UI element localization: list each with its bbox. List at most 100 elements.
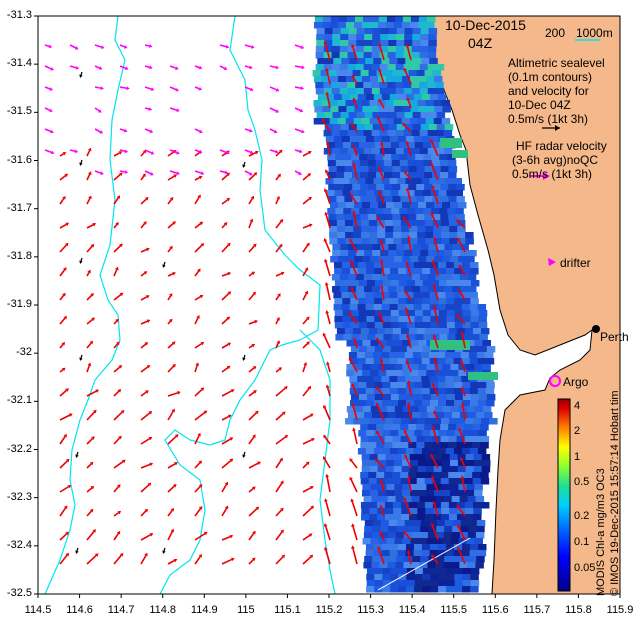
hf-radar-arrow bbox=[219, 149, 230, 155]
y-tick-label: -32.3 bbox=[6, 490, 32, 503]
hf-radar-arrow bbox=[244, 149, 254, 155]
altimetry-arrow bbox=[140, 533, 154, 541]
altimetry-arrow bbox=[302, 316, 310, 325]
altimetry-arrow bbox=[140, 552, 148, 565]
altimetry-arrow bbox=[86, 485, 95, 493]
altimetry-arrow bbox=[140, 508, 149, 517]
altimetry-arrow bbox=[221, 365, 231, 373]
drifter-arrow bbox=[79, 159, 83, 166]
altimetry-arrow bbox=[379, 259, 385, 277]
altimetry-arrow bbox=[275, 219, 284, 229]
altimetry-arrow bbox=[407, 380, 412, 397]
argo-marker bbox=[549, 375, 561, 387]
altimetry-arrow bbox=[275, 195, 280, 205]
altimetry-arrow bbox=[433, 357, 439, 373]
altimetry-arrow bbox=[113, 341, 120, 349]
colorbar-tick: 1 bbox=[574, 451, 581, 463]
altimetry-arrow bbox=[406, 549, 412, 565]
hf-radar-arrow bbox=[144, 170, 154, 176]
hf-radar-arrow bbox=[119, 128, 128, 133]
x-tick-label: 115.1 bbox=[274, 604, 301, 616]
altimetry-arrow bbox=[59, 505, 68, 517]
altimetry-arrow bbox=[113, 172, 123, 181]
hf-radar-arrow bbox=[169, 107, 180, 112]
hf-radar-arrow bbox=[144, 65, 153, 70]
altimetry-arrow bbox=[167, 507, 175, 517]
altimetry-arrow bbox=[275, 480, 284, 493]
hf-radar-arrow bbox=[294, 128, 305, 134]
altimetry-arrow bbox=[379, 141, 385, 157]
altimetry-arrow bbox=[379, 478, 385, 493]
altimetry-arrow bbox=[351, 74, 358, 85]
altimetry-arrow bbox=[348, 357, 358, 373]
altimetry-arrow bbox=[302, 385, 312, 397]
altimetry-arrow bbox=[430, 453, 439, 469]
hf-radar-arrow bbox=[94, 65, 103, 70]
colorbar-tick: 2 bbox=[574, 425, 581, 437]
altimetry-arrow bbox=[403, 530, 412, 541]
drifter-arrow bbox=[162, 547, 166, 554]
altimetry-arrow bbox=[323, 523, 331, 541]
altimetry-arrow bbox=[248, 172, 258, 181]
altimetry-arrow bbox=[167, 408, 175, 421]
altimetry-arrow bbox=[374, 458, 385, 469]
altimetry-arrow bbox=[324, 498, 331, 517]
hf-radar-arrow bbox=[219, 65, 228, 71]
date-label: 10-Dec-2015 bbox=[445, 17, 526, 33]
altimetry-arrow bbox=[86, 269, 91, 277]
altimetry-arrow bbox=[349, 260, 358, 277]
altimetry-arrow bbox=[406, 235, 412, 253]
altimetry-arrow bbox=[375, 337, 385, 349]
altimetry-arrow bbox=[113, 266, 119, 277]
altimetry-arrow bbox=[113, 292, 124, 301]
hf-radar-arrow bbox=[94, 86, 104, 90]
hf-radar-arrow bbox=[69, 149, 79, 154]
hf-radar-arrow bbox=[294, 149, 303, 154]
perth-label: Perth bbox=[600, 330, 629, 344]
altimetry-arrow bbox=[86, 340, 94, 349]
credit-label: © IMOS 19-Dec-2015 15:57:14 Hobart tim bbox=[609, 390, 621, 596]
altimetry-arrow bbox=[302, 413, 314, 421]
colorbar bbox=[557, 398, 571, 592]
hf-radar-arrow bbox=[294, 65, 305, 70]
altimetry-arrow bbox=[325, 91, 331, 109]
hf-radar-arrow bbox=[244, 86, 254, 92]
altimetry-arrow bbox=[221, 242, 231, 253]
altimetry-arrow bbox=[302, 290, 309, 301]
x-tick-label: 115 bbox=[237, 604, 255, 616]
x-tick-label: 115.2 bbox=[315, 604, 343, 616]
hf-radar-arrow bbox=[44, 65, 55, 71]
altimetry-arrow bbox=[377, 546, 385, 565]
altimetry-arrow bbox=[86, 436, 95, 445]
altimetry-arrow bbox=[375, 386, 385, 397]
altimetry-arrow bbox=[140, 221, 147, 229]
altimetry-arrow bbox=[221, 172, 231, 181]
altimetry-arrow bbox=[302, 485, 314, 493]
hf-radar-arrow bbox=[94, 128, 104, 134]
altimetry-arrow bbox=[321, 118, 331, 133]
altimetry-arrow bbox=[322, 332, 331, 349]
altimetry-arrow bbox=[59, 195, 66, 205]
chlorophyll-field bbox=[312, 16, 498, 593]
x-tick-label: 114.8 bbox=[149, 604, 177, 616]
altimetry-arrow bbox=[322, 456, 331, 469]
altimetry-arrow bbox=[140, 436, 153, 445]
altimetry-arrow bbox=[140, 271, 148, 277]
altimetry-arrow bbox=[378, 42, 385, 61]
altimetry-arrow bbox=[113, 243, 123, 253]
y-tick-label: -32.2 bbox=[6, 442, 32, 455]
altimetry-arrow bbox=[430, 138, 439, 157]
altimetry-arrow bbox=[458, 264, 466, 277]
contour-1000m bbox=[44, 16, 126, 594]
altimetry-arrow bbox=[352, 427, 358, 445]
altimetry-arrow bbox=[351, 545, 358, 565]
x-tick-label: 115.7 bbox=[523, 604, 551, 616]
altimetry-arrow bbox=[140, 173, 146, 181]
altimetry-arrow bbox=[275, 554, 286, 565]
x-tick-label: 114.7 bbox=[107, 604, 135, 616]
altimetry-arrow bbox=[167, 293, 173, 301]
drifter-arrow bbox=[242, 354, 246, 361]
altimetry-arrow bbox=[59, 552, 70, 565]
altimetry-arrow bbox=[405, 187, 412, 205]
altimetry-arrow bbox=[140, 342, 149, 349]
